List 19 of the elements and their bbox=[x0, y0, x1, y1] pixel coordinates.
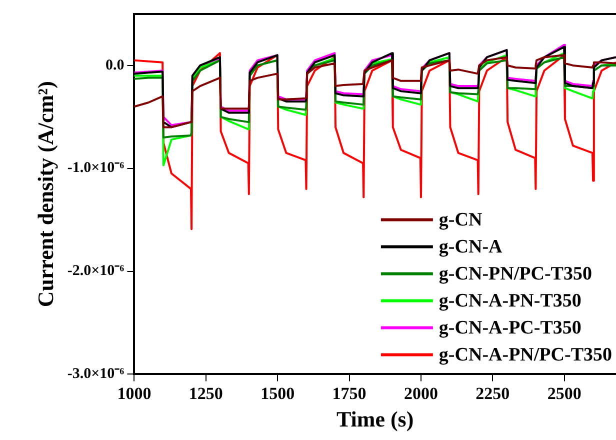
y-tick-label: -1.0×10⁻⁶ bbox=[67, 160, 125, 176]
y-tick-label: 0.0 bbox=[105, 57, 124, 74]
x-tick-label: 1250 bbox=[188, 384, 223, 403]
legend-label: g-CN-A-PN/PC-T350 bbox=[438, 344, 612, 366]
legend-label: g-CN bbox=[438, 210, 482, 231]
x-tick-label: 2000 bbox=[404, 384, 438, 403]
legend-label: g-CN-PN/PC-T350 bbox=[438, 264, 592, 285]
x-axis-title: Time (s) bbox=[336, 406, 414, 432]
x-tick-label: 1500 bbox=[260, 384, 295, 403]
y-axis-title: Current density (A/cm²) bbox=[32, 81, 58, 308]
y-tick-label: -3.0×10⁻⁶ bbox=[67, 366, 125, 382]
x-tick-label: 2500 bbox=[547, 384, 582, 403]
x-tick-label: 1750 bbox=[332, 384, 366, 403]
x-tick-label: 1000 bbox=[117, 384, 152, 403]
legend-label: g-CN-A-PN-T350 bbox=[438, 290, 582, 312]
x-tick-label: 2250 bbox=[476, 384, 510, 403]
legend-label: g-CN-A-PC-T350 bbox=[438, 318, 582, 339]
legend-label: g-CN-A bbox=[438, 236, 503, 258]
y-tick-label: -2.0×10⁻⁶ bbox=[67, 263, 125, 280]
